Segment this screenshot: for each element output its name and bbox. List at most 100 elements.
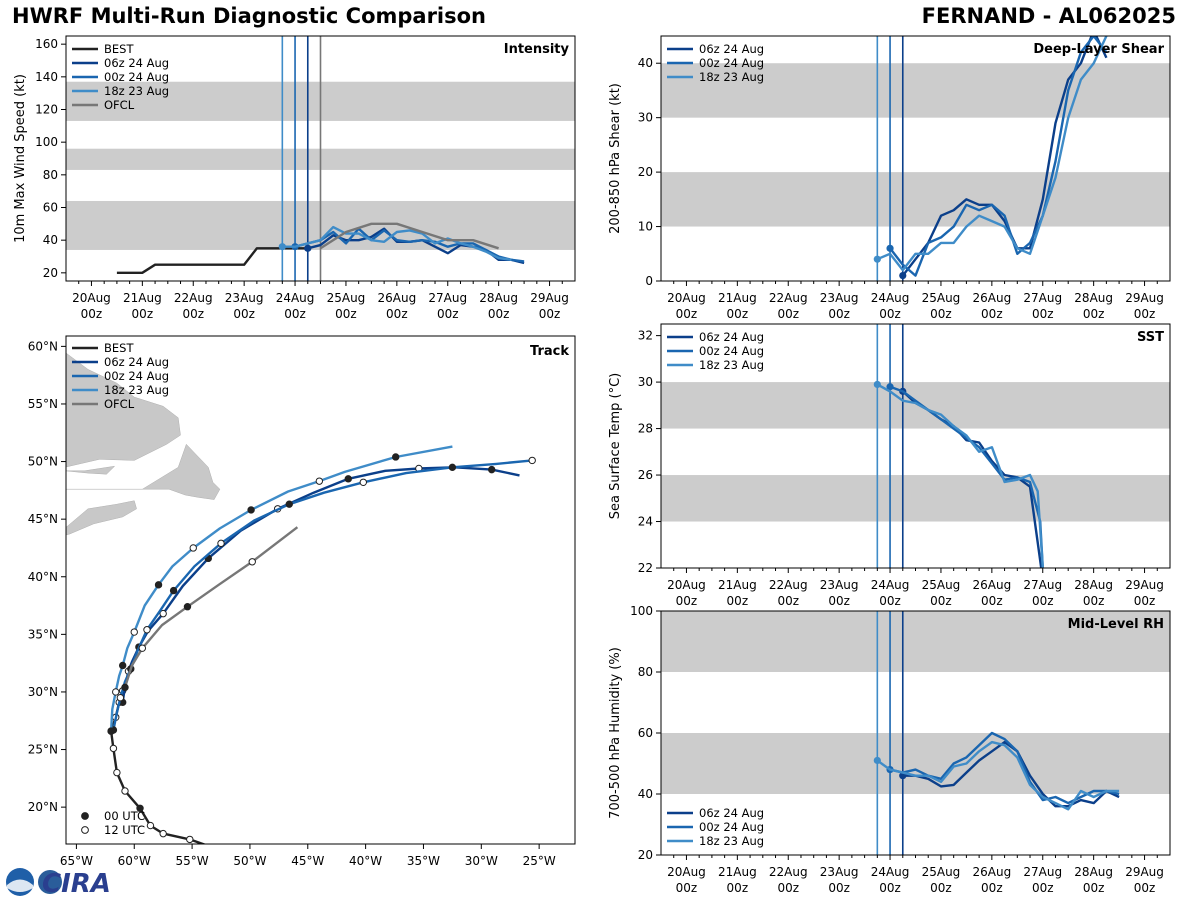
x-tick-label-date: 26Aug [972,578,1011,592]
series-line [876,383,1044,568]
x-tick-label-hour: 00z [981,594,1003,608]
track-position-marker [143,626,151,634]
sst-series-group [873,380,1044,568]
track-panel: 65°W 60°W 55°W 50°W 45°W 40°W 35°W 30°W 25°W 20°N… [28,335,576,868]
y-tick-label: 80 [638,665,653,679]
track-position-marker [488,465,496,474]
threshold-band [661,475,1170,522]
x-tick-label-hour: 00z [676,307,698,321]
track-position-marker [248,558,256,566]
marker-legend-label: 12 UTC [104,823,145,837]
x-tick-label-date: 23Aug [820,291,859,305]
track-position-marker [315,477,324,485]
shear-panel: 0 10 20 30 40 20Aug 00z 21Aug 00z 22Aug 00z 23Aug 00… [608,35,1171,321]
y-tick-label: 25°N [28,743,58,757]
legend-label: BEST [104,42,134,56]
x-tick-label: 45°W [291,854,324,868]
x-tick-label-hour: 00z [727,594,749,608]
x-tick-label-hour: 00z [828,594,850,608]
legend-label: 00z 24 Aug [699,820,764,834]
y-tick-label: 20 [638,165,653,179]
series-start-marker [304,244,312,252]
intensity-panel: 20 40 60 80 100 120 140 160 20Aug 00z 21Aug 00z 22Au… [13,35,576,321]
land-mass [66,500,137,536]
track-position-marker [448,463,457,472]
panel-title: Mid-Level RH [1068,617,1164,632]
track-position-marker [136,804,144,812]
x-tick-label-date: 28Aug [1074,291,1113,305]
legend-label: 18z 23 Aug [104,84,169,98]
track-position-marker [113,768,121,777]
legend-label: 00z 24 Aug [104,369,169,383]
land-group [66,352,221,536]
track-position-marker [169,586,178,595]
cira-logo: CIRA [6,868,111,898]
x-tick-label-hour: 00z [727,881,749,895]
track-position-marker [107,727,115,735]
panel-title: Track [530,344,569,359]
y-tick-label: 40 [43,233,58,247]
legend-label: 00z 24 Aug [104,70,169,84]
legend-label: 00z 24 Aug [699,344,764,358]
x-tick-label-date: 26Aug [972,291,1011,305]
x-tick-label-hour: 00z [1083,594,1105,608]
y-tick-label: 120 [35,103,58,117]
series-line [876,740,1120,811]
track-position-marker [391,453,400,461]
figure-title: HWRF Multi-Run Diagnostic Comparison [12,4,487,28]
x-tick-label-hour: 00z [879,307,901,321]
rh-series-group [873,731,1120,811]
x-tick-label-hour: 00z [828,881,850,895]
y-tick-label: 26 [638,468,653,482]
track-series-group [107,445,536,844]
track-position-marker [116,694,125,702]
y-tick-label: 32 [638,329,653,343]
x-tick-label-hour: 00z [335,307,357,321]
land-mass [66,465,116,475]
y-tick-label: 22 [638,561,653,575]
track-position-marker [247,506,255,514]
x-tick-label-date: 22Aug [769,291,808,305]
x-tick-label-hour: 00z [828,307,850,321]
x-tick-label: 30°W [465,854,498,868]
y-tick-label: 30°N [28,685,58,699]
x-tick-label-date: 27Aug [1023,578,1062,592]
x-tick-label: 50°W [233,854,266,868]
x-tick-label-hour: 00z [1032,307,1054,321]
track-position-marker [285,500,293,508]
threshold-band [661,382,1170,429]
series-line [889,36,1108,277]
y-tick-label: 40 [638,56,653,70]
y-tick-label: 60°N [28,339,58,353]
y-tick-label: 24 [638,515,653,529]
y-tick-label: 40 [638,787,653,801]
x-tick-label-hour: 00z [879,881,901,895]
x-tick-label-hour: 00z [437,307,459,321]
x-tick-label-hour: 00z [1032,881,1054,895]
legend-label: 00z 24 Aug [699,56,764,70]
series-line [319,222,499,250]
y-tick-label: 140 [35,70,58,84]
x-tick-label-hour: 00z [777,594,799,608]
track-position-marker [528,456,536,465]
x-tick-label-hour: 00z [1083,881,1105,895]
track-position-marker [217,539,225,548]
y-axis-label: 700-500 hPa Humidity (%) [608,647,623,819]
x-tick-label-date: 27Aug [428,291,467,305]
x-tick-label-date: 28Aug [1074,865,1113,879]
x-tick-label: 65°W [60,854,93,868]
y-tick-label: 50°N [28,455,58,469]
marker-legend-symbol [81,812,89,820]
x-tick-label-hour: 00z [488,307,510,321]
track-position-marker [159,829,167,838]
x-tick-label-date: 20Aug [72,291,111,305]
x-tick-label-hour: 00z [930,594,952,608]
x-tick-label-date: 21Aug [718,865,757,879]
x-tick-label-date: 25Aug [922,291,961,305]
legend-label: 18z 23 Aug [699,70,764,84]
x-tick-label-date: 22Aug [174,291,213,305]
y-axis-label: 10m Max Wind Speed (kt) [13,74,28,243]
storm-id-title: FERNAND - AL062025 [921,4,1176,28]
y-tick-label: 10 [638,220,653,234]
threshold-band [661,733,1170,794]
